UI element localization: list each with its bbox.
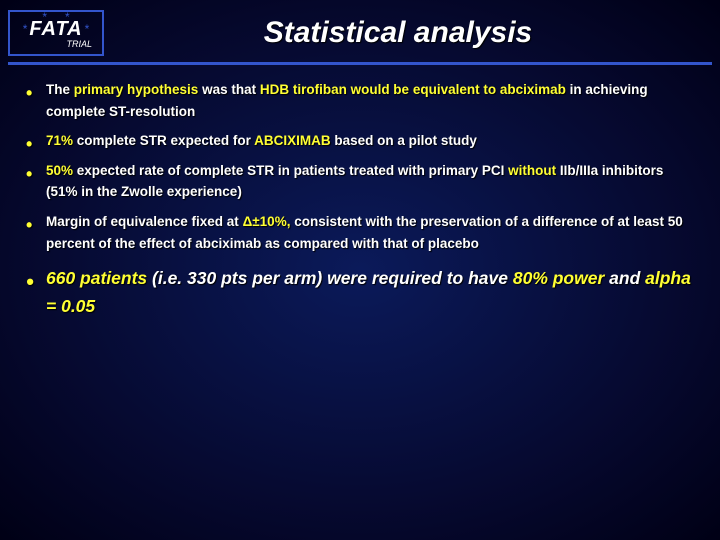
content: The primary hypothesis was that HDB tiro…: [0, 65, 720, 320]
header: * * * FATA * TRIAL Statistical analysis: [0, 0, 720, 62]
star-icon: *: [42, 10, 47, 24]
logo-stars-top: * *: [10, 10, 102, 24]
list-item: The primary hypothesis was that HDB tiro…: [24, 79, 696, 122]
text: expected rate of complete STR in patient…: [73, 163, 508, 178]
text: without: [508, 163, 556, 178]
logo-subtitle: TRIAL: [66, 39, 92, 49]
text: 71%: [46, 133, 73, 148]
trial-logo: * * * FATA * TRIAL: [8, 10, 104, 56]
text: 50%: [46, 163, 73, 178]
text: HDB tirofiban would be equivalent to abc…: [260, 82, 566, 97]
text: The: [46, 82, 74, 97]
text: 80% power: [513, 268, 604, 288]
text: Margin of equivalence fixed at: [46, 214, 243, 229]
text: Δ±10%,: [243, 214, 291, 229]
star-icon: *: [23, 22, 28, 36]
text: ABCIXIMAB: [254, 133, 331, 148]
list-item: 71% complete STR expected for ABCIXIMAB …: [24, 130, 696, 152]
text: and: [604, 268, 645, 288]
page-title: Statistical analysis: [104, 16, 712, 50]
bullet-list: The primary hypothesis was that HDB tiro…: [24, 79, 696, 320]
text: 660 patients: [46, 268, 147, 288]
text: complete STR expected for: [73, 133, 254, 148]
text: primary hypothesis: [74, 82, 199, 97]
list-item: Margin of equivalence fixed at Δ±10%, co…: [24, 211, 696, 254]
list-item: 50% expected rate of complete STR in pat…: [24, 160, 696, 203]
list-item: 660 patients (i.e. 330 pts per arm) were…: [24, 264, 696, 320]
star-icon: *: [65, 10, 70, 24]
star-icon: *: [85, 22, 90, 36]
text: based on a pilot study: [331, 133, 477, 148]
text: was that: [198, 82, 260, 97]
text: (i.e. 330 pts per arm) were required to …: [147, 268, 513, 288]
